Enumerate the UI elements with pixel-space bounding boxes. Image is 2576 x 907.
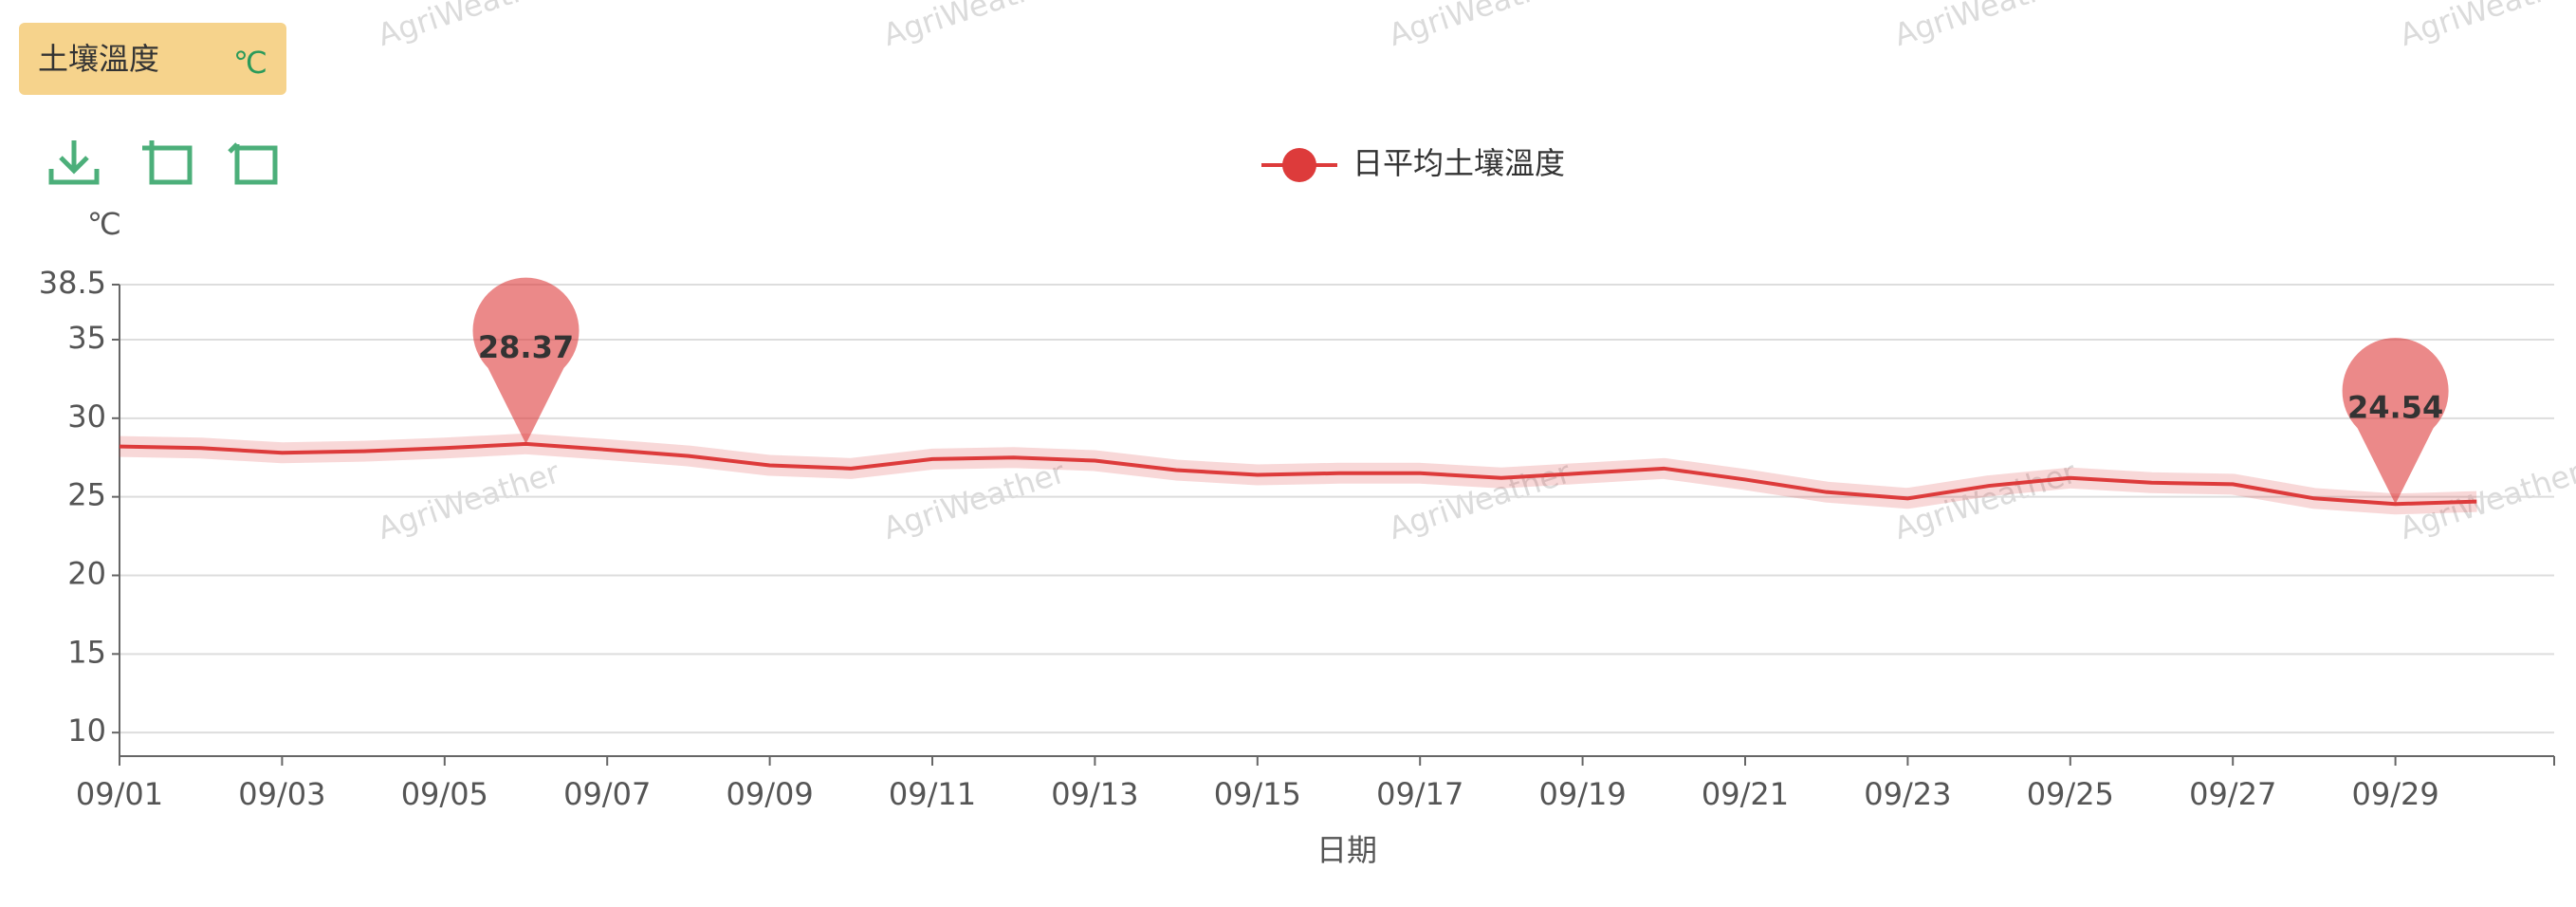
badge — [19, 23, 286, 95]
mark-label: 28.37 — [478, 329, 574, 365]
y-axis-label: ℃ — [87, 206, 121, 242]
watermark: AgriWeather — [374, 0, 565, 53]
toolbox[interactable] — [48, 140, 278, 185]
download-icon[interactable] — [48, 140, 100, 185]
y-tick-label: 30 — [67, 398, 106, 435]
legend-dot — [1282, 148, 1316, 182]
x-tick-label: 09/01 — [76, 776, 163, 812]
watermark: AgriWeather — [374, 454, 565, 546]
watermark: AgriWeather — [2396, 0, 2576, 53]
restore-icon[interactable] — [228, 142, 278, 185]
watermark: AgriWeather — [879, 0, 1071, 53]
y-tick-label: 38.5 — [39, 265, 106, 301]
mark-pin — [2342, 338, 2449, 505]
x-tick-label: 09/05 — [401, 776, 488, 812]
zoom-icon[interactable] — [142, 140, 193, 185]
x-tick-label: 09/03 — [238, 776, 325, 812]
x-tick-label: 09/25 — [2027, 776, 2114, 812]
x-axis-label: 日期 — [1316, 832, 1377, 868]
y-tick-label: 20 — [67, 555, 106, 591]
badge-title: 土壤溫度 — [38, 41, 159, 77]
x-tick-label: 09/17 — [1376, 776, 1463, 812]
x-tick-label: 09/21 — [1702, 776, 1789, 812]
x-tick-label: 09/09 — [726, 776, 813, 812]
mark-label: 24.54 — [2347, 389, 2443, 425]
watermark: AgriWeather — [1890, 0, 2082, 53]
mark-pin — [472, 277, 580, 444]
y-tick-label: 25 — [67, 477, 106, 513]
y-tick-label: 15 — [67, 634, 106, 670]
legend-label: 日平均土壤溫度 — [1352, 145, 1565, 181]
x-tick-label: 09/19 — [1538, 776, 1626, 812]
y-tick-label: 10 — [67, 713, 106, 749]
badge-unit: ℃ — [233, 45, 267, 81]
line — [119, 441, 2477, 507]
x-tick-label: 09/07 — [563, 776, 651, 812]
x-tick-label: 09/15 — [1214, 776, 1301, 812]
x-tick-label: 09/11 — [889, 776, 976, 812]
x-tick-label: 09/23 — [1864, 776, 1951, 812]
x-tick-label: 09/13 — [1051, 776, 1138, 812]
x-tick-label: 09/27 — [2189, 776, 2276, 812]
watermark: AgriWeather — [1385, 0, 1576, 53]
x-tick-label: 09/29 — [2351, 776, 2438, 812]
y-tick-label: 35 — [67, 320, 106, 356]
